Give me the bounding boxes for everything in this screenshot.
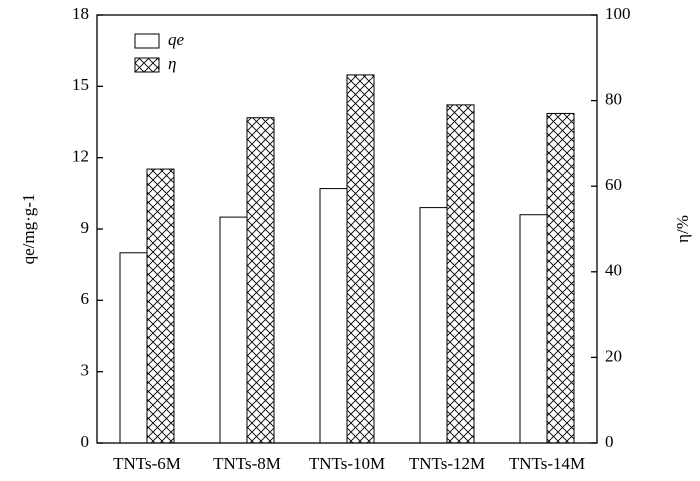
bar xyxy=(246,117,275,444)
y-axis-label: qe/mg·g-1 xyxy=(19,194,38,265)
bar xyxy=(346,74,375,444)
y-tick-label: 9 xyxy=(81,218,90,237)
legend-label: η xyxy=(168,54,176,73)
legend-swatch xyxy=(134,57,160,73)
bar xyxy=(319,188,348,444)
y2-tick-label: 100 xyxy=(605,4,631,23)
y2-tick-label: 80 xyxy=(605,90,622,109)
x-tick-label: TNTs-6M xyxy=(113,454,181,473)
y-tick-label: 6 xyxy=(81,289,90,308)
y-tick-label: 12 xyxy=(72,147,89,166)
x-tick-label: TNTs-10M xyxy=(309,454,385,473)
legend-swatch xyxy=(134,33,160,49)
y2-tick-label: 20 xyxy=(605,346,622,365)
bar xyxy=(546,112,575,444)
y2-tick-label: 60 xyxy=(605,175,622,194)
y2-tick-label: 40 xyxy=(605,261,622,280)
y-tick-label: 3 xyxy=(81,361,90,380)
legend-label: qe xyxy=(168,30,185,49)
bar xyxy=(419,207,448,444)
y-tick-label: 15 xyxy=(72,75,89,94)
bar xyxy=(219,216,248,444)
x-tick-label: TNTs-12M xyxy=(409,454,485,473)
x-tick-label: TNTs-14M xyxy=(509,454,585,473)
y2-tick-label: 0 xyxy=(605,432,614,451)
y-tick-label: 18 xyxy=(72,4,89,23)
y-tick-label: 0 xyxy=(81,432,90,451)
bar xyxy=(446,104,475,444)
bar xyxy=(146,168,175,444)
bar xyxy=(119,252,148,444)
y2-axis-label: η/% xyxy=(673,215,692,243)
x-tick-label: TNTs-8M xyxy=(213,454,281,473)
bar xyxy=(519,214,548,444)
